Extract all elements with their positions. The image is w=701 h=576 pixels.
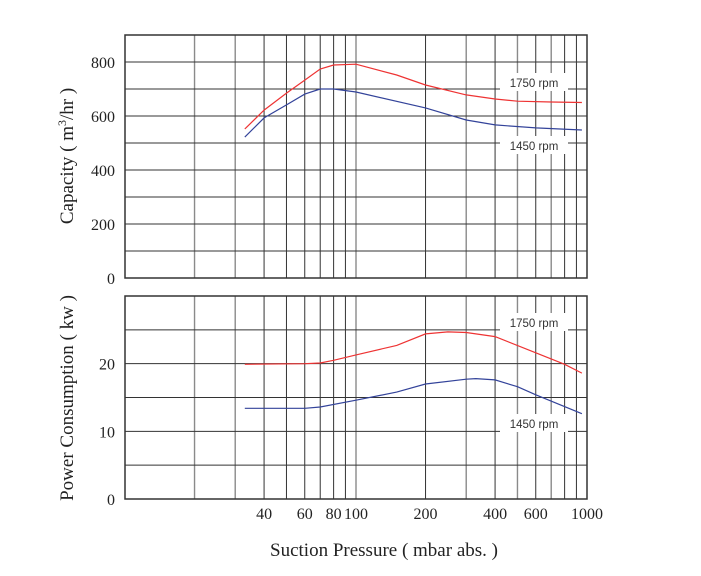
y-tick-label: 0 [107, 492, 115, 509]
x-tick-label: 40 [256, 506, 272, 523]
series-label: 1450 rpm [510, 141, 559, 153]
capacity-y-axis-title: Capacity ( m3/hr ) [55, 88, 78, 224]
series-label-bg [500, 73, 568, 91]
y-tick-label: 200 [91, 217, 115, 234]
x-tick-label: 400 [483, 506, 507, 523]
series-label-bg [500, 313, 568, 331]
x-tick-label: 60 [297, 506, 313, 523]
power-y-axis-title: Power Consumption ( kw ) [57, 295, 78, 501]
y-tick-label: 600 [91, 109, 115, 126]
series-label-bg [500, 136, 568, 154]
series-line-1750-rpm [244, 63, 582, 130]
x-tick-label: 200 [414, 506, 438, 523]
x-tick-label: 80 [326, 506, 342, 523]
plot-frame [124, 34, 588, 279]
series-line-1450-rpm [244, 88, 582, 138]
x-tick-label: 100 [344, 506, 368, 523]
y-tick-label: 800 [91, 55, 115, 72]
series-label: 1750 rpm [510, 318, 559, 330]
x-axis-title: Suction Pressure ( mbar abs. ) [270, 540, 498, 561]
y-tick-label: 0 [107, 271, 115, 288]
y-tick-label: 10 [99, 424, 115, 441]
y-tick-label: 20 [99, 357, 115, 374]
x-tick-label: 1000 [571, 506, 603, 523]
x-tick-label: 600 [524, 506, 548, 523]
series-line-1450-rpm [244, 377, 583, 415]
series-line-1750-rpm [244, 331, 583, 374]
y-tick-label: 400 [91, 163, 115, 180]
series-label: 1750 rpm [510, 78, 559, 90]
series-label-bg [500, 414, 568, 432]
series-label: 1450 rpm [510, 419, 559, 431]
plot-frame [124, 295, 588, 500]
grid-panel-0 [124, 34, 588, 279]
